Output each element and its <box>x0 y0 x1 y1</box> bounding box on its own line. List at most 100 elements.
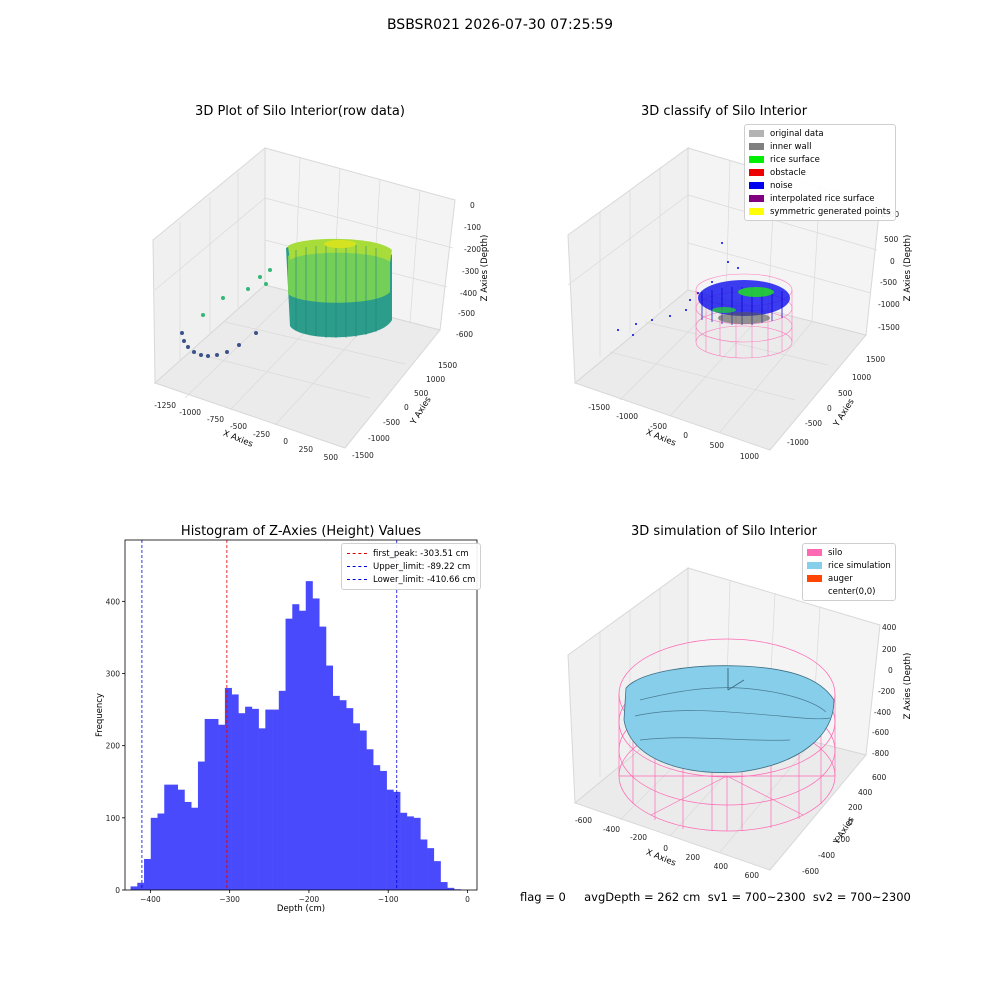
legend-line <box>347 579 367 580</box>
legend-item: noise <box>749 179 891 192</box>
simulation-ztick: -200 <box>878 687 895 696</box>
x-tick-label: 0 <box>465 895 470 904</box>
histogram-xticks: −400 −300 −200 −100 0 <box>140 890 470 904</box>
classify-ztick: -500 <box>880 278 897 287</box>
simulation-ztick: 400 <box>882 623 897 632</box>
classify-plot-title: 3D classify of Silo Interior <box>640 104 808 119</box>
histogram-bar <box>238 713 246 890</box>
histogram-bar <box>339 700 347 890</box>
legend-item: interpolated rice surface <box>749 192 891 205</box>
status-footer: flag = 0 avgDepth = 262 cm sv1 = 700~230… <box>520 890 911 904</box>
raw-ztick: -300 <box>462 267 479 276</box>
simulation-xtick: 600 <box>745 871 760 880</box>
histogram-bar <box>184 801 192 890</box>
simulation-xtick: -600 <box>575 816 592 825</box>
raw-ytick: -1500 <box>352 451 374 460</box>
classify-ylabel: Y Axies <box>831 397 857 430</box>
histogram-xlabel: Depth (cm) <box>277 904 325 914</box>
histogram-bar <box>204 718 212 890</box>
histogram-ylabel: Frequency <box>95 693 105 737</box>
legend-swatch <box>807 588 822 595</box>
legend-swatch <box>749 156 764 163</box>
histogram-bar <box>272 709 280 890</box>
legend-label: symmetric generated points <box>770 206 891 217</box>
histogram-bar <box>292 604 300 890</box>
histogram-bar <box>299 610 307 890</box>
legend-label: original data <box>770 128 824 139</box>
legend-label: Upper_limit: -89.22 cm <box>373 561 471 572</box>
simulation-xtick: 0 <box>663 844 668 853</box>
legend-item: inner wall <box>749 140 891 153</box>
legend-swatch <box>807 549 822 556</box>
simulation-3d-plot: -600 -400 -200 0 200 400 600 -600 -400 -… <box>567 567 913 880</box>
simulation-ztick: -400 <box>874 708 891 717</box>
classify-ztick: -1500 <box>878 323 900 332</box>
legend-item: auger <box>807 572 891 585</box>
raw-ztick: -200 <box>464 245 481 254</box>
histogram-bar <box>413 817 421 890</box>
histogram-bar <box>170 784 179 890</box>
legend-label: silo <box>828 547 843 558</box>
histogram-reference-lines <box>141 540 398 890</box>
histogram-bar <box>319 626 327 890</box>
legend-label: Lower_limit: -410.66 cm <box>373 574 476 585</box>
legend-swatch <box>807 562 822 569</box>
raw-3d-plot: -1250 -1000 -750 -500 -250 0 250 500 -15… <box>152 146 490 462</box>
raw-axis-ticks: -1250 -1000 -750 -500 -250 0 250 500 -15… <box>154 201 481 462</box>
histogram-legend: first_peak: -303.51 cm Upper_limit: -89.… <box>341 543 482 590</box>
simulation-ytick: 600 <box>872 773 887 782</box>
legend-swatch <box>749 182 764 189</box>
histogram-bar <box>305 581 313 890</box>
raw-ytick: 1000 <box>426 375 445 384</box>
legend-item: symmetric generated points <box>749 205 891 218</box>
simulation-xtick: -200 <box>630 833 647 842</box>
y-tick-label: 400 <box>106 597 121 606</box>
legend-item: first_peak: -303.51 cm <box>347 547 475 560</box>
histogram-bar <box>164 784 172 890</box>
raw-zlabel: Z Axies (Depth) <box>480 235 490 302</box>
histogram-bar <box>373 765 381 890</box>
raw-xtick: -1000 <box>179 408 201 417</box>
simulation-ztick: -800 <box>872 749 889 758</box>
raw-point-cloud <box>180 238 392 358</box>
histogram-bar <box>211 718 219 890</box>
classify-xtick: -1500 <box>588 403 610 412</box>
simulation-xtick: 400 <box>714 862 729 871</box>
legend-item: rice surface <box>749 153 891 166</box>
classify-ytick: 500 <box>838 389 853 398</box>
classify-ytick: 1000 <box>852 373 871 382</box>
auger <box>727 668 745 691</box>
raw-xtick: -500 <box>230 422 247 431</box>
classify-ztick: 0 <box>890 257 895 266</box>
y-tick-label: 100 <box>106 814 121 823</box>
legend-label: interpolated rice surface <box>770 193 875 204</box>
raw-ztick: 0 <box>470 201 475 210</box>
simulation-ytick: -600 <box>802 867 819 876</box>
simulation-zlabel: Z Axies (Depth) <box>903 653 913 720</box>
legend-label: obstacle <box>770 167 806 178</box>
histogram-bars <box>130 581 462 890</box>
classify-xtick: 500 <box>710 441 725 450</box>
legend-label: center(0,0) <box>828 586 876 597</box>
classify-legend: original data inner wall rice surface ob… <box>744 124 896 221</box>
raw-xtick: 500 <box>324 453 339 462</box>
legend-item: original data <box>749 127 891 140</box>
classify-xtick: -1000 <box>616 412 638 421</box>
legend-swatch <box>749 208 764 215</box>
simulation-xlabel: X Axies <box>644 848 677 869</box>
histogram-bar <box>406 816 414 890</box>
raw-xtick: -250 <box>253 430 270 439</box>
legend-swatch <box>749 169 764 176</box>
classify-zlabel: Z Axies (Depth) <box>903 235 913 302</box>
raw-xtick: -750 <box>207 415 224 424</box>
histogram-bar <box>130 886 138 890</box>
legend-item: silo <box>807 546 891 559</box>
legend-label: auger <box>828 573 853 584</box>
simulation-axis-ticks: -600 -400 -200 0 200 400 600 -600 -400 -… <box>575 623 897 880</box>
raw-ytick: -500 <box>383 418 400 427</box>
histogram-title: Histogram of Z-Axies (Height) Values <box>180 524 422 539</box>
x-tick-label: −200 <box>299 895 320 904</box>
histogram-bar <box>191 807 199 890</box>
histogram-bar <box>379 770 387 890</box>
histogram-bar <box>312 598 320 890</box>
